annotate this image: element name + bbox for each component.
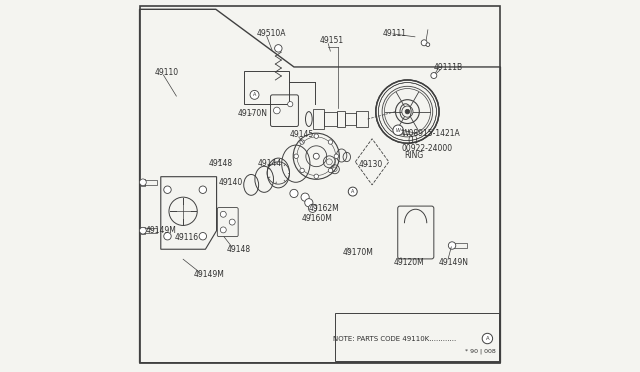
Bar (145, 228, 157, 233)
Bar (324, 112, 337, 126)
Text: W: W (396, 128, 401, 133)
Circle shape (301, 193, 309, 201)
Text: 49160M: 49160M (301, 214, 332, 223)
Text: 49148: 49148 (227, 245, 250, 254)
Circle shape (140, 227, 147, 234)
Circle shape (290, 189, 298, 198)
Text: A: A (351, 189, 355, 194)
Text: 49111B: 49111B (433, 63, 463, 72)
Text: 49145: 49145 (289, 130, 314, 139)
Circle shape (199, 232, 207, 240)
Text: RING: RING (404, 151, 423, 160)
Text: * 90 | 008: * 90 | 008 (465, 349, 495, 354)
Circle shape (314, 134, 319, 138)
Circle shape (334, 154, 339, 158)
Circle shape (275, 45, 282, 52)
Bar (346, 113, 356, 125)
Text: 49110: 49110 (154, 68, 179, 77)
Text: 49149M: 49149M (193, 270, 225, 279)
Circle shape (294, 154, 298, 158)
Text: (1): (1) (408, 136, 418, 145)
Circle shape (250, 90, 259, 99)
Bar (356, 111, 367, 127)
Circle shape (199, 186, 207, 193)
Circle shape (393, 125, 403, 135)
Circle shape (308, 204, 317, 212)
Circle shape (300, 168, 304, 173)
Text: 49111: 49111 (383, 29, 406, 38)
Bar (141, 227, 145, 234)
Bar (145, 180, 157, 185)
Text: 49140: 49140 (219, 178, 243, 187)
Text: A: A (486, 336, 489, 341)
Circle shape (300, 140, 304, 144)
Text: 49130: 49130 (359, 160, 383, 169)
Circle shape (164, 186, 172, 193)
Text: 49170N: 49170N (237, 109, 268, 118)
Bar (141, 179, 145, 186)
Text: 49144: 49144 (257, 159, 282, 168)
Text: 49151: 49151 (320, 36, 344, 45)
Bar (337, 111, 346, 127)
Circle shape (426, 43, 429, 46)
Bar (312, 109, 324, 129)
Circle shape (405, 109, 410, 114)
Text: 49148: 49148 (209, 159, 232, 168)
Text: 49170M: 49170M (342, 248, 373, 257)
Circle shape (328, 140, 333, 144)
Circle shape (273, 107, 280, 114)
Text: 49149M: 49149M (145, 226, 176, 235)
Circle shape (229, 219, 235, 225)
Circle shape (305, 199, 313, 207)
Text: 49116: 49116 (174, 233, 198, 242)
Text: 49149N: 49149N (438, 258, 468, 267)
Circle shape (220, 211, 227, 217)
Circle shape (328, 168, 333, 173)
Circle shape (164, 232, 172, 240)
Text: NOTE: PARTS CODE 49110K............: NOTE: PARTS CODE 49110K............ (333, 336, 456, 341)
Text: A: A (253, 92, 256, 97)
Bar (452, 243, 467, 248)
Circle shape (431, 73, 437, 78)
Circle shape (482, 333, 493, 344)
Text: W08915-1421A: W08915-1421A (402, 129, 461, 138)
Circle shape (348, 187, 357, 196)
Text: 49510A: 49510A (257, 29, 286, 38)
Bar (335, 313, 499, 361)
Circle shape (421, 40, 427, 46)
Circle shape (314, 174, 319, 179)
Bar (244, 71, 289, 104)
Circle shape (449, 242, 456, 249)
Circle shape (220, 227, 227, 233)
Circle shape (140, 179, 147, 186)
Text: 49162M: 49162M (309, 204, 340, 213)
Circle shape (314, 153, 319, 159)
Text: 49120M: 49120M (394, 258, 424, 267)
Text: 00922-24000: 00922-24000 (402, 144, 453, 153)
Circle shape (287, 102, 293, 107)
